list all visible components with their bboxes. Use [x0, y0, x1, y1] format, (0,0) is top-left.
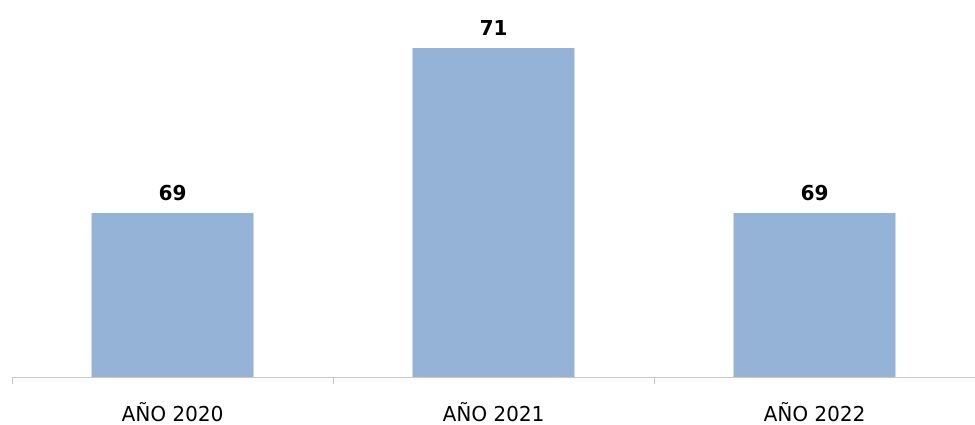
- bar-1: [91, 213, 254, 377]
- value-label-3: 69: [801, 181, 829, 205]
- category-label-1: AÑO 2020: [122, 402, 224, 425]
- value-labels-group: 69 71 69: [159, 16, 829, 205]
- bar-2: [412, 48, 575, 377]
- bars-group: [91, 48, 896, 377]
- category-label-2: AÑO 2021: [443, 402, 545, 425]
- bar-3: [733, 213, 896, 377]
- x-axis-ticks: [12, 377, 655, 384]
- value-label-1: 69: [159, 181, 187, 205]
- value-label-2: 71: [480, 16, 508, 40]
- category-labels-group: AÑO 2020 AÑO 2021 AÑO 2022: [122, 402, 866, 425]
- category-label-3: AÑO 2022: [764, 402, 866, 425]
